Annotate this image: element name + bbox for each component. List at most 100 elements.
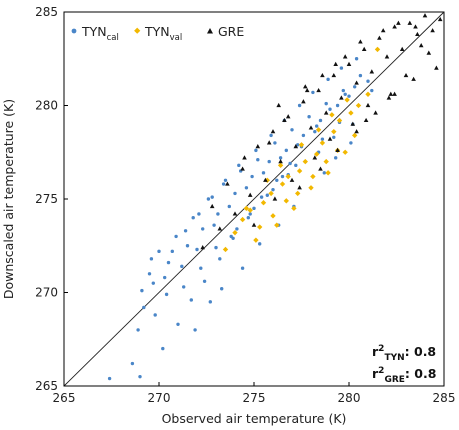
- point-tyn-cal: [237, 163, 241, 168]
- point-tyn-cal: [332, 135, 336, 139]
- point-tyn-cal: [210, 195, 214, 199]
- point-tyn-cal: [343, 92, 347, 96]
- point-tyn-val: [295, 190, 301, 197]
- point-tyn-cal: [214, 245, 218, 250]
- point-tyn-cal: [311, 90, 315, 95]
- point-tyn-cal: [261, 171, 266, 175]
- point-tyn-cal: [273, 141, 277, 145]
- point-tyn-val: [268, 190, 274, 197]
- legend-label-tyn-cal: TYNcal: [81, 24, 119, 43]
- point-tyn-val: [243, 205, 250, 212]
- point-gre: [333, 61, 338, 66]
- point-tyn-val: [365, 91, 371, 97]
- one-to-one-line: [63, 11, 445, 387]
- point-gre: [346, 61, 352, 66]
- point-gre: [392, 24, 397, 29]
- point-gre: [251, 222, 257, 227]
- point-tyn-cal: [341, 88, 345, 93]
- point-gre: [342, 54, 348, 59]
- point-tyn-cal: [324, 101, 328, 106]
- point-tyn-cal: [320, 137, 325, 141]
- legend-label-tyn-val: TYNval: [144, 24, 182, 43]
- point-tyn-cal: [202, 279, 207, 283]
- point-tyn-cal: [326, 77, 330, 82]
- point-gre: [266, 140, 272, 145]
- point-tyn-cal: [235, 227, 239, 231]
- point-tyn-val: [348, 110, 354, 116]
- point-tyn-val: [253, 237, 259, 243]
- point-tyn-cal: [370, 88, 374, 93]
- point-tyn-cal: [170, 249, 174, 254]
- point-gre: [415, 31, 420, 37]
- point-gre: [377, 35, 382, 40]
- reference-line-layer: [63, 11, 445, 387]
- point-gre: [293, 144, 299, 149]
- legend-marker-tyn-cal: [71, 28, 77, 34]
- point-gre: [434, 65, 439, 70]
- points-layer: [107, 13, 443, 381]
- point-tyn-cal: [229, 234, 233, 239]
- point-tyn-val: [331, 128, 337, 135]
- point-tyn-val: [315, 127, 322, 133]
- point-tyn-val: [319, 140, 326, 146]
- point-gre: [386, 95, 392, 100]
- point-tyn-val: [232, 229, 238, 236]
- point-tyn-cal: [294, 163, 298, 168]
- point-tyn-cal: [208, 300, 212, 304]
- point-gre: [331, 72, 337, 78]
- point-tyn-cal: [288, 161, 292, 166]
- legend-marker-tyn-val: [134, 27, 141, 34]
- point-tyn-cal: [197, 212, 201, 216]
- x-axis-title: Observed air temperature (K): [162, 411, 347, 426]
- point-gre: [276, 102, 281, 108]
- point-tyn-cal: [296, 143, 300, 147]
- point-gre: [354, 80, 359, 85]
- point-gre: [263, 177, 268, 182]
- point-gre: [217, 226, 223, 231]
- y-tick-label: 265: [35, 379, 58, 393]
- point-tyn-val: [285, 173, 291, 180]
- point-tyn-cal: [347, 94, 351, 98]
- point-tyn-val: [329, 112, 335, 118]
- point-tyn-cal: [193, 328, 197, 332]
- point-gre: [285, 114, 291, 119]
- y-tick-label: 270: [35, 286, 58, 300]
- point-tyn-cal: [153, 313, 157, 317]
- point-tyn-val: [308, 185, 314, 191]
- point-tyn-cal: [233, 191, 237, 196]
- point-tyn-cal: [180, 264, 184, 269]
- point-tyn-cal: [246, 216, 250, 220]
- x-tick-label: 275: [243, 391, 266, 405]
- point-gre: [209, 203, 215, 209]
- point-tyn-cal: [138, 374, 142, 379]
- point-tyn-val: [342, 149, 348, 155]
- point-gre: [437, 16, 443, 22]
- point-gre: [413, 24, 418, 29]
- point-gre: [304, 87, 310, 93]
- point-gre: [373, 110, 378, 115]
- r2-annotations: r2TYN: 0.8 r2GRE: 0.8: [372, 344, 436, 385]
- point-tyn-cal: [142, 305, 146, 310]
- point-tyn-cal: [157, 249, 161, 254]
- point-tyn-cal: [212, 223, 216, 227]
- point-tyn-cal: [271, 187, 275, 192]
- point-gre: [365, 102, 371, 108]
- point-gre: [369, 69, 375, 74]
- point-gre: [327, 136, 333, 141]
- point-tyn-val: [314, 151, 320, 157]
- point-gre: [399, 46, 405, 51]
- legend-marker-gre: [207, 28, 213, 34]
- point-tyn-cal: [218, 257, 222, 261]
- point-tyn-cal: [206, 197, 211, 201]
- point-tyn-val: [355, 102, 362, 109]
- point-tyn-val: [283, 198, 289, 204]
- point-tyn-cal: [339, 66, 344, 70]
- point-tyn-cal: [182, 285, 186, 289]
- point-tyn-cal: [248, 212, 252, 216]
- point-gre: [361, 46, 367, 51]
- x-tick-label: 280: [338, 391, 361, 405]
- point-tyn-cal: [358, 73, 363, 78]
- point-tyn-val: [336, 117, 343, 124]
- point-tyn-cal: [259, 195, 264, 199]
- point-tyn-cal: [174, 234, 178, 239]
